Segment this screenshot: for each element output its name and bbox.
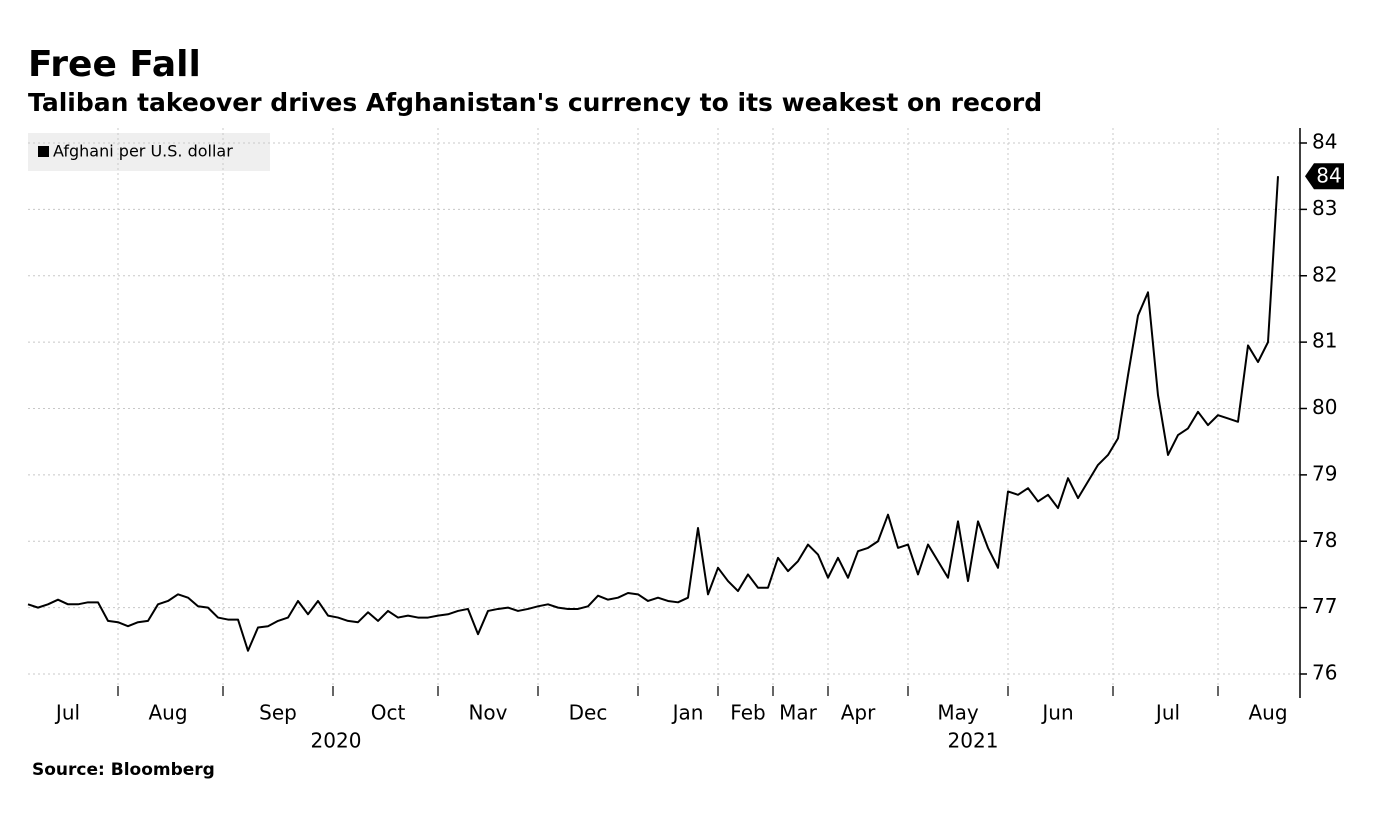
x-tick-label: Feb bbox=[730, 701, 765, 725]
x-tick-label: Sep bbox=[259, 701, 297, 725]
y-tick-label: 77 bbox=[1312, 594, 1337, 618]
chart-subtitle: Taliban takeover drives Afghanistan's cu… bbox=[28, 88, 1042, 117]
x-tick-label: Jan bbox=[671, 701, 704, 725]
y-tick-label: 81 bbox=[1312, 329, 1337, 353]
x-tick-label: Nov bbox=[468, 701, 507, 725]
x-tick-label: Jul bbox=[54, 701, 80, 725]
x-tick-label: Jun bbox=[1040, 701, 1073, 725]
x-tick-label: Apr bbox=[841, 701, 876, 725]
x-tick-label: Dec bbox=[569, 701, 608, 725]
y-tick-label: 76 bbox=[1312, 661, 1337, 685]
legend-box bbox=[28, 133, 270, 171]
x-tick-label: Aug bbox=[1248, 701, 1287, 725]
x-group-label: 2021 bbox=[948, 729, 999, 753]
end-label-badge bbox=[1305, 163, 1344, 190]
end-label: 84 bbox=[1316, 164, 1341, 188]
y-tick-label: 84 bbox=[1312, 130, 1337, 154]
chart-title: Free Fall bbox=[28, 44, 201, 85]
x-tick-label: Mar bbox=[779, 701, 818, 725]
source: Source: Bloomberg bbox=[32, 760, 215, 780]
legend-swatch bbox=[38, 146, 49, 157]
x-tick-label: May bbox=[937, 701, 979, 725]
x-group-label: 2020 bbox=[311, 729, 362, 753]
y-tick-label: 80 bbox=[1312, 395, 1337, 419]
x-tick-label: Oct bbox=[371, 701, 406, 725]
x-tick-label: Jul bbox=[1154, 701, 1180, 725]
line-series bbox=[27, 176, 1279, 652]
y-tick-label: 82 bbox=[1312, 262, 1337, 286]
x-tick-label: Aug bbox=[148, 701, 187, 725]
legend-label: Afghani per U.S. dollar bbox=[53, 142, 233, 161]
y-tick-label: 78 bbox=[1312, 528, 1337, 552]
y-tick-label: 79 bbox=[1312, 461, 1337, 485]
y-tick-label: 83 bbox=[1312, 196, 1337, 220]
